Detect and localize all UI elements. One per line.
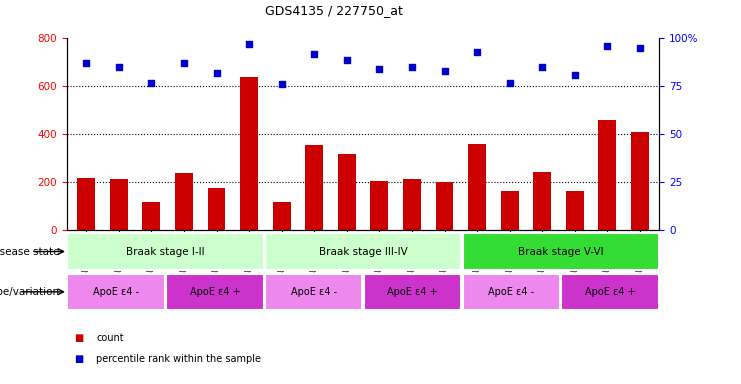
Text: disease state: disease state xyxy=(0,247,59,257)
Bar xyxy=(364,274,461,310)
Point xyxy=(243,41,255,47)
Text: ■: ■ xyxy=(74,333,83,343)
Point xyxy=(113,64,124,70)
Point xyxy=(276,81,288,88)
Point xyxy=(439,68,451,74)
Bar xyxy=(462,274,560,310)
Text: ApoE ε4 +: ApoE ε4 + xyxy=(585,287,635,297)
Bar xyxy=(501,191,519,230)
Bar xyxy=(67,274,165,310)
Bar xyxy=(370,181,388,230)
Bar xyxy=(240,77,258,230)
Bar xyxy=(207,189,225,230)
Bar xyxy=(436,182,453,230)
Point xyxy=(308,51,320,57)
Bar xyxy=(273,202,290,230)
Point xyxy=(471,49,483,55)
Text: Braak stage I-II: Braak stage I-II xyxy=(126,247,205,257)
Bar xyxy=(265,274,362,310)
Bar xyxy=(110,179,127,230)
Bar xyxy=(77,177,95,230)
Text: ■: ■ xyxy=(74,354,83,364)
Bar xyxy=(462,233,659,270)
Point xyxy=(145,79,157,86)
Text: ApoE ε4 -: ApoE ε4 - xyxy=(290,287,336,297)
Text: ApoE ε4 -: ApoE ε4 - xyxy=(488,287,534,297)
Text: Braak stage III-IV: Braak stage III-IV xyxy=(319,247,408,257)
Bar xyxy=(338,154,356,230)
Point xyxy=(373,66,385,72)
Text: ApoE ε4 +: ApoE ε4 + xyxy=(388,287,438,297)
Bar xyxy=(403,179,421,230)
Point xyxy=(178,60,190,66)
Text: Braak stage V-VI: Braak stage V-VI xyxy=(518,247,603,257)
Point xyxy=(504,79,516,86)
Bar xyxy=(142,202,160,230)
Bar xyxy=(468,144,486,230)
Text: percentile rank within the sample: percentile rank within the sample xyxy=(96,354,262,364)
Text: GDS4135 / 227750_at: GDS4135 / 227750_at xyxy=(265,4,402,17)
Bar xyxy=(305,145,323,230)
Point xyxy=(341,56,353,63)
Bar xyxy=(631,132,649,230)
Text: ApoE ε4 +: ApoE ε4 + xyxy=(190,287,240,297)
Point xyxy=(569,72,581,78)
Point xyxy=(536,64,548,70)
Bar xyxy=(599,120,617,230)
Point xyxy=(634,45,646,51)
Bar xyxy=(566,191,584,230)
Bar xyxy=(265,233,461,270)
Bar xyxy=(562,274,659,310)
Bar xyxy=(534,172,551,230)
Bar xyxy=(175,173,193,230)
Bar xyxy=(67,233,264,270)
Text: genotype/variation: genotype/variation xyxy=(0,287,59,297)
Point xyxy=(406,64,418,70)
Point xyxy=(80,60,92,66)
Point xyxy=(602,43,614,49)
Text: ApoE ε4 -: ApoE ε4 - xyxy=(93,287,139,297)
Bar xyxy=(166,274,264,310)
Text: count: count xyxy=(96,333,124,343)
Point xyxy=(210,70,222,76)
